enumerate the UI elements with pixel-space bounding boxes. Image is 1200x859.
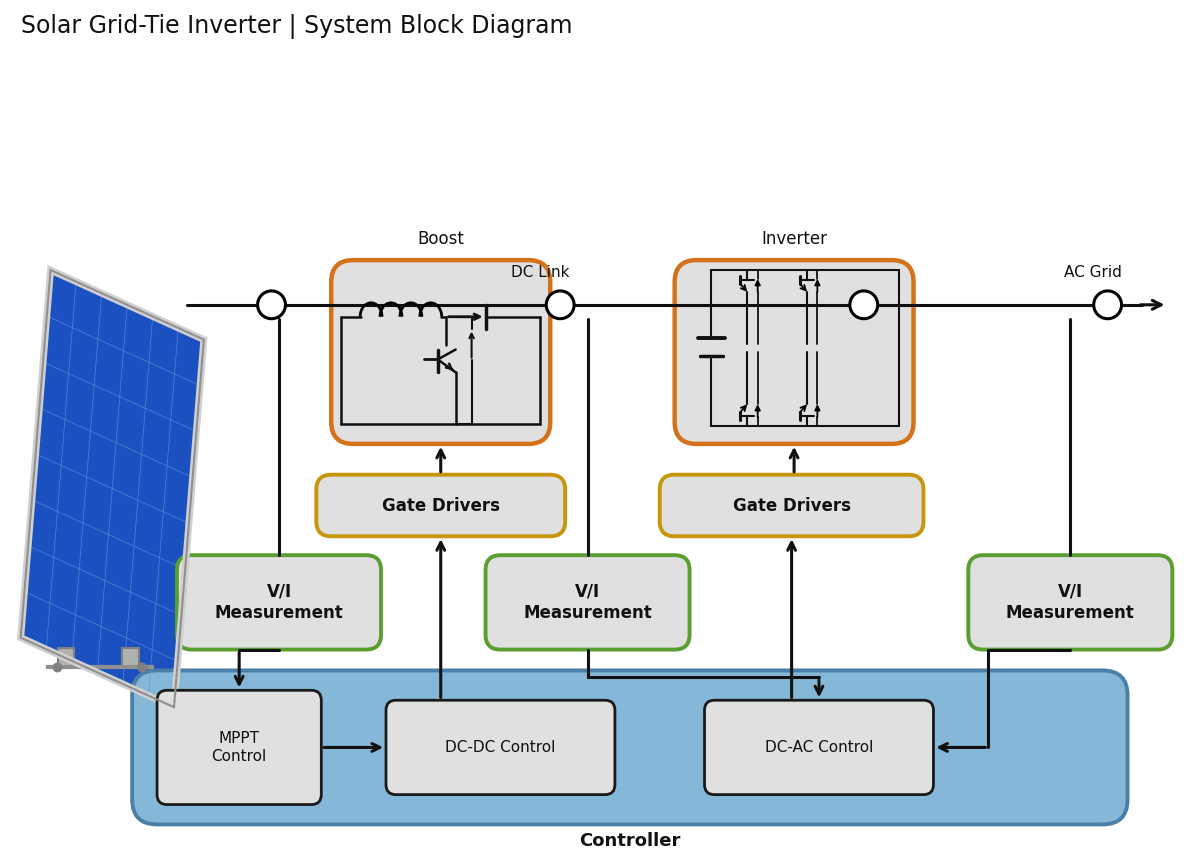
FancyBboxPatch shape xyxy=(132,670,1128,825)
Text: Controller: Controller xyxy=(580,832,680,850)
Text: Gate Drivers: Gate Drivers xyxy=(382,497,499,515)
FancyBboxPatch shape xyxy=(968,555,1172,649)
Circle shape xyxy=(258,291,286,319)
Circle shape xyxy=(137,662,148,673)
FancyBboxPatch shape xyxy=(704,700,934,795)
Text: DC-DC Control: DC-DC Control xyxy=(445,740,556,755)
Text: Gate Drivers: Gate Drivers xyxy=(733,497,851,515)
FancyBboxPatch shape xyxy=(176,555,382,649)
FancyBboxPatch shape xyxy=(157,691,322,805)
Polygon shape xyxy=(122,648,139,667)
Text: AC Grid: AC Grid xyxy=(1063,265,1122,280)
FancyBboxPatch shape xyxy=(331,260,551,444)
FancyBboxPatch shape xyxy=(386,700,614,795)
Circle shape xyxy=(850,291,877,319)
Text: DC-AC Control: DC-AC Control xyxy=(764,740,874,755)
Text: V/I
Measurement: V/I Measurement xyxy=(1006,583,1135,622)
Circle shape xyxy=(53,662,62,673)
FancyBboxPatch shape xyxy=(660,475,924,536)
Text: MPPT
Control: MPPT Control xyxy=(211,731,266,764)
FancyBboxPatch shape xyxy=(674,260,913,444)
Polygon shape xyxy=(20,270,204,707)
Circle shape xyxy=(546,291,574,319)
Text: V/I
Measurement: V/I Measurement xyxy=(215,583,343,622)
FancyBboxPatch shape xyxy=(317,475,565,536)
Text: Inverter: Inverter xyxy=(761,230,827,248)
FancyBboxPatch shape xyxy=(486,555,690,649)
Polygon shape xyxy=(58,648,74,667)
Circle shape xyxy=(1093,291,1122,319)
Text: Boost: Boost xyxy=(418,230,464,248)
Text: Solar Grid-Tie Inverter | System Block Diagram: Solar Grid-Tie Inverter | System Block D… xyxy=(20,14,572,39)
Text: V/I
Measurement: V/I Measurement xyxy=(523,583,652,622)
Text: DC Link: DC Link xyxy=(511,265,570,280)
